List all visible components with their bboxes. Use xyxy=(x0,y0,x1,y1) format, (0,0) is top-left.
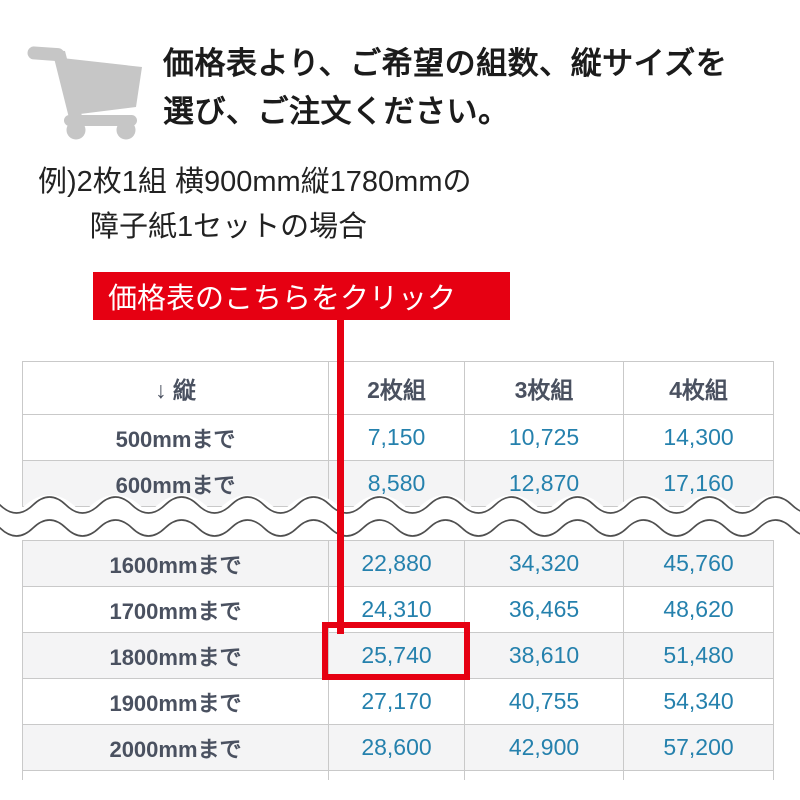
price-cell[interactable]: 10,725 xyxy=(464,415,623,460)
example-text: 例)2枚1組 横900mm縦1780mmの 障子紙1セットの場合 xyxy=(38,160,472,250)
price-cell[interactable]: 40,755 xyxy=(464,679,623,724)
table-row: 600mmまで 8,580 12,870 17,160 xyxy=(23,460,773,506)
price-cell[interactable]: 12,870 xyxy=(464,461,623,506)
price-cell[interactable]: 57,200 xyxy=(623,725,773,770)
instruction-heading: 価格表より、ご希望の組数、縦サイズを 選び、ご注文ください。 xyxy=(163,40,727,136)
instruction-line-1: 価格表より、ご希望の組数、縦サイズを xyxy=(163,46,728,81)
price-cell[interactable]: 22,880 xyxy=(328,541,464,586)
table-row: 500mmまで 7,150 10,725 14,300 xyxy=(23,414,773,460)
row-label: 600mmまで xyxy=(115,472,236,498)
table-row: 2000mmまで 28,600 42,900 57,200 xyxy=(23,724,773,770)
price-table-lower: 1600mmまで 22,880 34,320 45,760 1700mmまで 2… xyxy=(22,540,774,780)
col-header-2-sheet-set: 2枚組 xyxy=(328,362,464,414)
example-line-2: 障子紙1セットの場合 xyxy=(90,211,368,243)
row-label: 1800mmまで xyxy=(109,644,242,670)
price-cell[interactable]: 38,610 xyxy=(464,633,623,678)
price-cell-highlighted[interactable]: 25,740 xyxy=(328,633,464,678)
table-row-partial xyxy=(23,770,773,780)
price-cell[interactable]: 17,160 xyxy=(623,461,773,506)
row-label: 2000mmまで xyxy=(109,736,242,762)
table-row: 1900mmまで 27,170 40,755 54,340 xyxy=(23,678,773,724)
price-cell[interactable]: 51,480 xyxy=(623,633,773,678)
price-table-upper: ↓ 縦 2枚組 3枚組 4枚組 500mmまで 7,150 10,725 14,… xyxy=(22,361,774,507)
example-line-1: 例)2枚1組 横900mm縦1780mmの xyxy=(38,166,472,198)
click-here-callout: 価格表のこちらをクリック xyxy=(93,272,510,320)
price-cell[interactable]: 24,310 xyxy=(328,587,464,632)
price-cell[interactable]: 28,600 xyxy=(328,725,464,770)
table-row-highlighted: 1800mmまで 25,740 38,610 51,480 xyxy=(23,632,773,678)
table-row: 1600mmまで 22,880 34,320 45,760 xyxy=(23,541,773,586)
callout-connector-line xyxy=(337,318,344,634)
price-cell[interactable]: 34,320 xyxy=(464,541,623,586)
price-cell[interactable]: 42,900 xyxy=(464,725,623,770)
price-cell[interactable]: 36,465 xyxy=(464,587,623,632)
wavy-break-divider xyxy=(0,495,800,538)
shopping-cart-icon xyxy=(27,46,142,140)
instruction-line-2: 選び、ご注文ください。 xyxy=(163,94,510,129)
row-label: 1900mmまで xyxy=(109,690,242,716)
table-header-row: ↓ 縦 2枚組 3枚組 4枚組 xyxy=(23,362,773,414)
row-label: 500mmまで xyxy=(115,426,236,452)
col-header-height: ↓ 縦 xyxy=(155,377,196,403)
price-cell[interactable]: 48,620 xyxy=(623,587,773,632)
price-cell[interactable]: 14,300 xyxy=(623,415,773,460)
col-header-3-sheet-set: 3枚組 xyxy=(464,362,623,414)
price-cell[interactable]: 7,150 xyxy=(328,415,464,460)
price-cell[interactable]: 45,760 xyxy=(623,541,773,586)
price-cell[interactable]: 54,340 xyxy=(623,679,773,724)
table-row: 1700mmまで 24,310 36,465 48,620 xyxy=(23,586,773,632)
price-cell[interactable]: 8,580 xyxy=(328,461,464,506)
highlighted-cell-outline[interactable] xyxy=(322,622,470,680)
row-label: 1700mmまで xyxy=(109,598,242,624)
row-label: 1600mmまで xyxy=(109,552,242,578)
col-header-4-sheet-set: 4枚組 xyxy=(623,362,773,414)
price-cell[interactable]: 27,170 xyxy=(328,679,464,724)
